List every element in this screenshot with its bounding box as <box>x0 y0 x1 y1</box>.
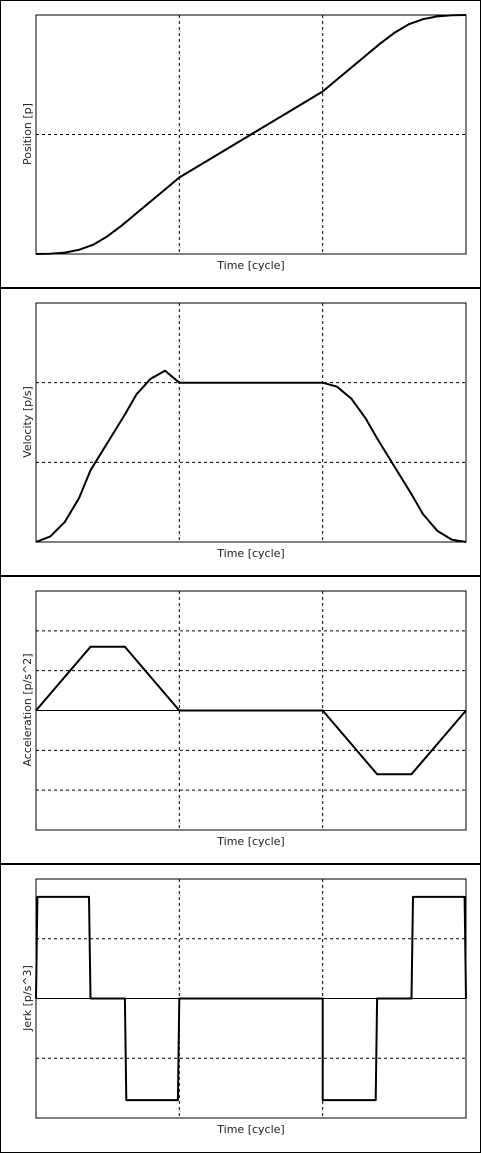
x-axis-label: Time [cycle] <box>216 259 284 272</box>
velocity-chart: Time [cycle] Velocity [p/s] <box>21 302 467 560</box>
acceleration-chart-panel: Time [cycle] Acceleration [p/s^2] <box>0 576 481 864</box>
x-axis-label: Time [cycle] <box>216 1123 284 1136</box>
velocity-chart-panel: Time [cycle] Velocity [p/s] <box>0 288 481 576</box>
series-line <box>35 895 467 1102</box>
plot-area <box>35 302 467 543</box>
position-chart-panel: Time [cycle] Position [p] <box>0 0 481 288</box>
acceleration-chart: Time [cycle] Acceleration [p/s^2] <box>21 590 467 848</box>
series-line <box>35 645 467 776</box>
y-axis-label: Position [p] <box>21 103 34 165</box>
y-axis-label: Velocity [p/s] <box>21 386 34 458</box>
x-axis-label: Time [cycle] <box>216 835 284 848</box>
y-axis-label: Jerk [p/s^3] <box>21 965 34 1032</box>
x-axis-label: Time [cycle] <box>216 547 284 560</box>
position-chart: Time [cycle] Position [p] <box>21 14 467 272</box>
series-line <box>35 14 467 255</box>
series-line <box>35 369 467 543</box>
jerk-chart-panel: Time [cycle] Jerk [p/s^3] <box>0 864 481 1153</box>
jerk-chart: Time [cycle] Jerk [p/s^3] <box>21 878 467 1136</box>
y-axis-label: Acceleration [p/s^2] <box>21 653 34 766</box>
